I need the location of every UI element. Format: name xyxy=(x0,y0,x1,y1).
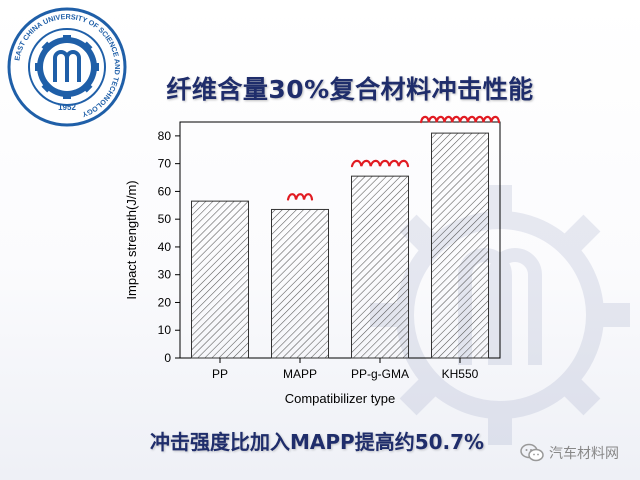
y-tick-label: 30 xyxy=(158,268,172,282)
y-axis-title: Impact strength(J/m) xyxy=(124,180,139,299)
logo-year: 1952 xyxy=(58,103,76,112)
x-tick-label: MAPP xyxy=(283,367,317,381)
annotation-squiggle-mapp xyxy=(286,193,314,201)
bar-pp-g-gma xyxy=(351,175,409,359)
plot-frame xyxy=(179,121,501,359)
y-tick-label: 60 xyxy=(158,184,172,198)
conclusion-text: 冲击强度比加入MAPP提高约50.7% xyxy=(150,430,485,454)
bar-pp xyxy=(191,200,249,359)
university-logo-icon: EAST CHINA UNIVERSITY OF SCIENCE AND TEC… xyxy=(7,7,127,127)
x-tick-label: PP xyxy=(212,367,228,381)
wechat-icon xyxy=(520,443,544,462)
y-tick-label: 70 xyxy=(158,157,172,171)
y-tick-label: 80 xyxy=(158,129,172,143)
y-tick-label: 50 xyxy=(158,212,172,226)
bar-mapp xyxy=(271,208,329,359)
y-tick-label: 0 xyxy=(164,351,171,365)
x-tick-label: PP-g-GMA xyxy=(351,367,409,381)
slide-title: 纤维含量30%复合材料冲击性能 xyxy=(166,75,534,104)
annotation-squiggle-kh550 xyxy=(419,115,501,124)
bar-chart: 0 10 20 30 40 50 60 70 80 PP MAPP PP-g-GMA KH550 Imp… xyxy=(124,115,501,406)
x-axis-title: Compatibilizer type xyxy=(285,391,396,406)
wechat-watermark: 汽车材料网 xyxy=(520,441,619,465)
bar-kh550 xyxy=(431,132,489,359)
y-tick-label: 40 xyxy=(158,240,172,254)
x-tick-label: KH550 xyxy=(442,367,479,381)
y-tick-label: 20 xyxy=(158,295,172,309)
y-tick-label: 10 xyxy=(158,323,172,337)
annotation-squiggle-pp-g-gma xyxy=(350,159,410,168)
watermark-label: 汽车材料网 xyxy=(549,446,619,462)
